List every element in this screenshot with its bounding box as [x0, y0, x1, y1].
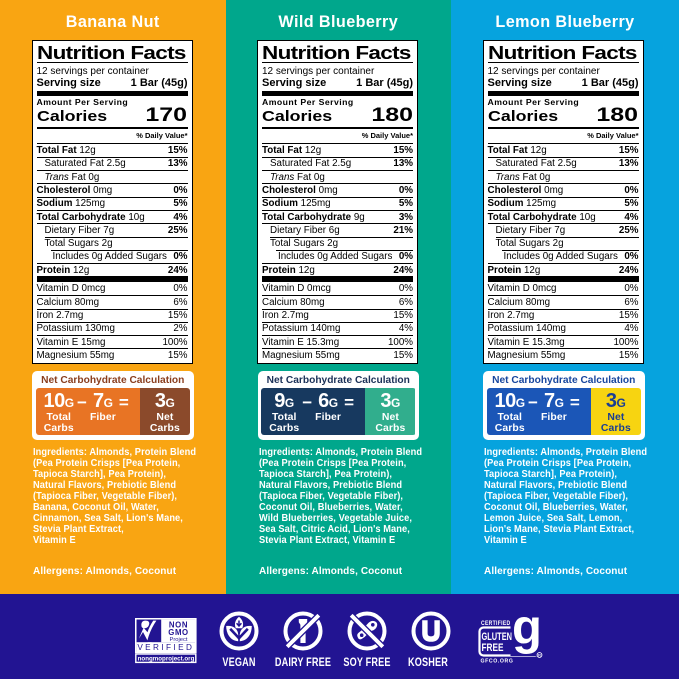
- svg-text:VERIFIED: VERIFIED: [137, 643, 194, 652]
- svg-text:R: R: [538, 653, 542, 658]
- svg-text:NON: NON: [168, 620, 187, 629]
- svg-text:nongmoproject.org: nongmoproject.org: [137, 655, 194, 662]
- svg-text:FREE: FREE: [482, 642, 504, 654]
- svg-text:GLUTEN: GLUTEN: [482, 631, 513, 643]
- svg-text:g: g: [512, 612, 542, 655]
- svg-text:Project: Project: [169, 637, 187, 643]
- svg-text:CERTIFIED: CERTIFIED: [481, 620, 511, 627]
- svg-text:GMO: GMO: [168, 628, 188, 637]
- svg-text:GFCO.ORG: GFCO.ORG: [481, 659, 514, 665]
